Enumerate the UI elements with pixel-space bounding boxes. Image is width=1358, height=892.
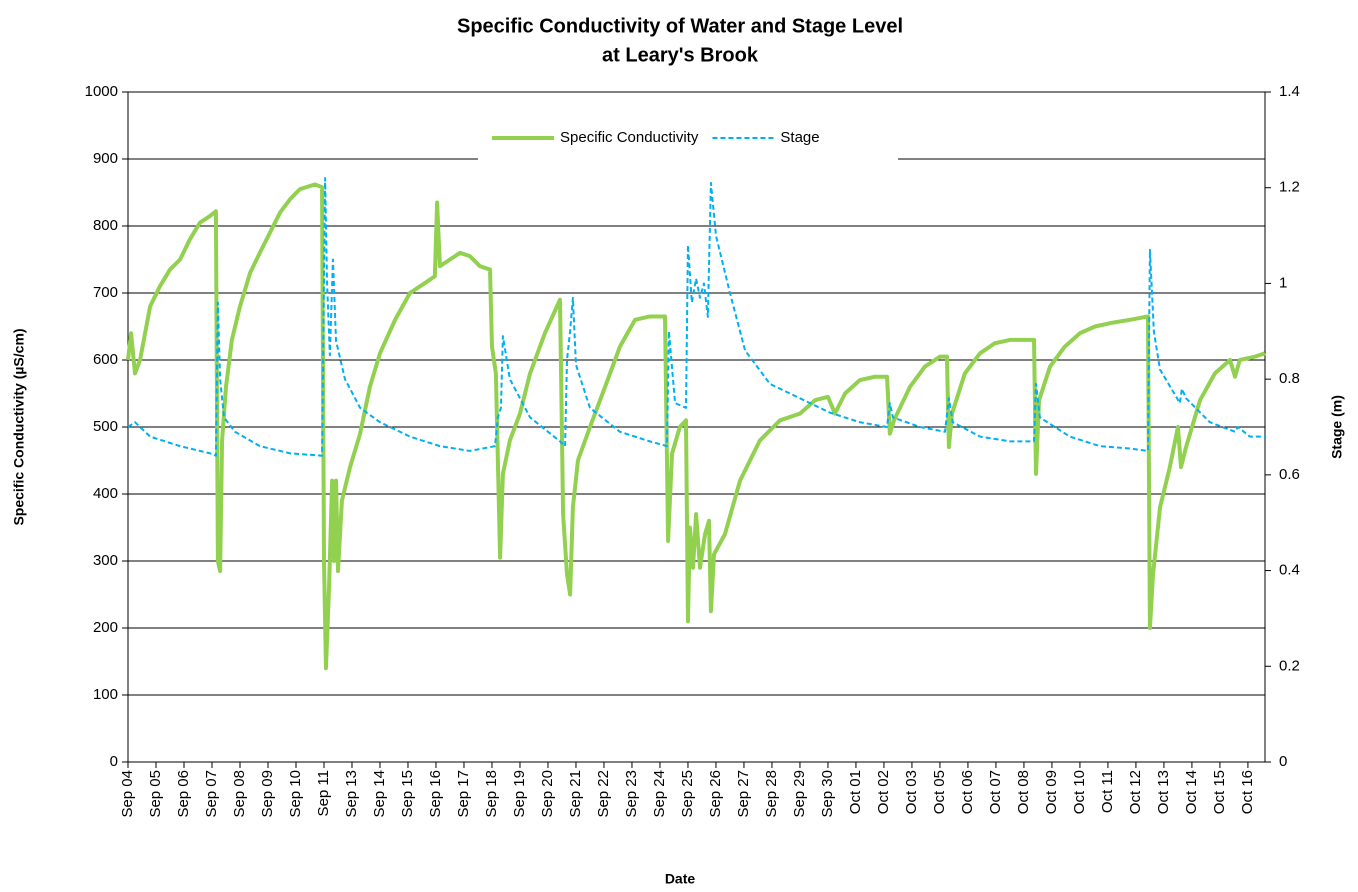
x-tick-label: Sep 08 [231,770,248,818]
y-tick-label: 300 [93,552,118,569]
data-line [127,177,1265,457]
x-tick-label: Oct 11 [1099,770,1116,813]
y2-tick-label: 1.2 [1279,179,1300,196]
x-tick-label: Sep 14 [371,770,388,818]
x-tick-label: Sep 16 [427,770,444,818]
x-tick-label: Oct 01 [847,770,864,814]
x-tick-label: Sep 28 [763,770,780,818]
x-tick-label: Sep 26 [707,770,724,818]
x-tick-label: Sep 20 [539,770,556,818]
x-tick-label: Sep 19 [511,770,528,818]
x-tick-label: Oct 10 [1071,770,1088,814]
y-tick-label: 600 [93,351,118,368]
y-tick-label: 400 [93,485,118,502]
x-tick-label: Sep 24 [651,770,668,818]
x-tick-label: Sep 05 [147,770,164,818]
x-tick-label: Sep 25 [679,770,696,818]
x-tick-label: Oct 03 [903,770,920,814]
chart-title: Specific Conductivity of Water and Stage… [457,15,903,37]
y-tick-label: 100 [93,686,118,703]
x-tick-label: Sep 15 [399,770,416,818]
y-tick-label: 1000 [85,83,118,100]
x-tick-label: Sep 07 [203,770,220,818]
chart-title: at Leary's Brook [602,44,759,66]
x-tick-label: Sep 22 [595,770,612,818]
x-tick-label: Oct 15 [1211,770,1228,814]
x-tick-label: Sep 13 [343,770,360,818]
x-tick-label: Sep 17 [455,770,472,818]
legend-label: Stage [780,129,819,146]
x-tick-label: Oct 12 [1127,770,1144,814]
x-tick-label: Sep 04 [119,770,136,818]
x-tick-label: Oct 13 [1155,770,1172,814]
x-tick-label: Sep 29 [791,770,808,818]
y2-tick-label: 0.8 [1279,370,1300,387]
y-tick-label: 0 [110,753,118,770]
x-tick-label: Sep 09 [259,770,276,818]
y-tick-label: 200 [93,619,118,636]
x-tick-label: Sep 11 [315,770,332,816]
x-tick-label: Oct 07 [987,770,1004,814]
x-tick-label: Oct 06 [959,770,976,814]
x-tick-label: Sep 27 [735,770,752,818]
y2-axis-title: Stage (m) [1329,395,1345,459]
legend-label: Specific Conductivity [560,129,699,146]
x-tick-label: Sep 06 [175,770,192,818]
x-tick-label: Oct 09 [1043,770,1060,814]
x-tick-label: Sep 10 [287,770,304,818]
y-tick-label: 800 [93,217,118,234]
y-tick-label: 900 [93,150,118,167]
x-tick-label: Sep 30 [819,770,836,818]
x-axis-title: Date [665,871,696,887]
x-tick-label: Sep 23 [623,770,640,818]
x-tick-label: Oct 14 [1183,770,1200,814]
y2-tick-label: 1 [1279,274,1287,291]
y2-tick-label: 0.6 [1279,466,1300,483]
y2-tick-label: 0.4 [1279,562,1300,579]
y-tick-label: 700 [93,284,118,301]
x-tick-label: Oct 16 [1239,770,1256,814]
y-tick-label: 500 [93,418,118,435]
y2-tick-label: 1.4 [1279,83,1300,100]
y2-tick-label: 0 [1279,753,1287,770]
x-tick-label: Oct 08 [1015,770,1032,814]
data-line [126,182,1266,671]
x-tick-label: Sep 21 [567,770,584,818]
y-axis-title: Specific Conductivity (µS/cm) [11,328,27,525]
x-tick-label: Oct 02 [875,770,892,814]
y2-tick-label: 0.2 [1279,657,1300,674]
x-tick-label: Sep 18 [483,770,500,818]
x-tick-label: Oct 05 [931,770,948,814]
